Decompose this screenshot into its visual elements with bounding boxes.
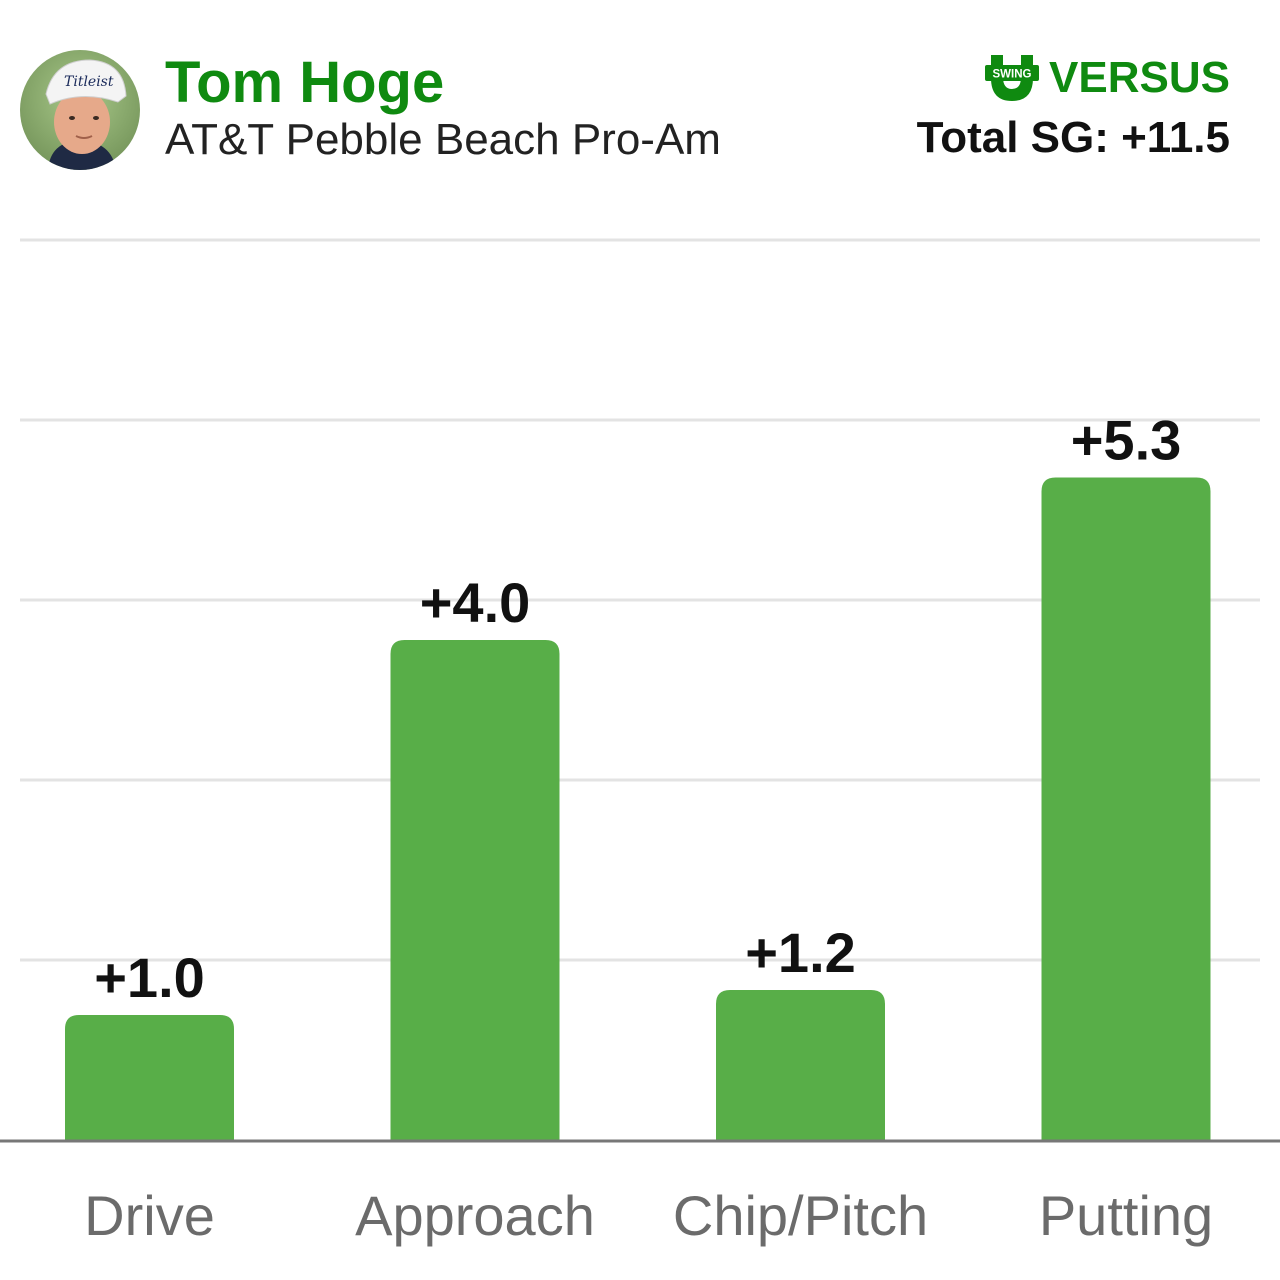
swing-u-icon: SWING: [985, 55, 1040, 101]
value-label: +5.3: [1071, 409, 1182, 472]
event-name: AT&T Pebble Beach Pro-Am: [165, 115, 721, 164]
category-label: Putting: [1039, 1184, 1213, 1247]
bar-approach: [390, 640, 560, 1140]
bar-drive: [65, 1015, 234, 1140]
player-avatar: Titleist: [20, 50, 140, 170]
brand-badge-text: SWING: [993, 69, 1032, 81]
bar-putting: [1041, 477, 1211, 1140]
category-label: Drive: [84, 1184, 215, 1247]
value-label: +4.0: [420, 571, 531, 634]
bar-chip-pitch: [716, 990, 885, 1140]
total-strokes-gained: Total SG: +11.5: [916, 113, 1230, 162]
brand: SWING VERSUS: [985, 50, 1230, 106]
player-name: Tom Hoge: [165, 50, 445, 115]
category-label: Approach: [355, 1184, 595, 1247]
svg-text:Titleist: Titleist: [64, 74, 114, 90]
category-label: Chip/Pitch: [673, 1184, 928, 1247]
value-label: +1.0: [94, 946, 205, 1009]
value-label: +1.2: [745, 921, 856, 984]
brand-name: VERSUS: [1049, 53, 1230, 102]
